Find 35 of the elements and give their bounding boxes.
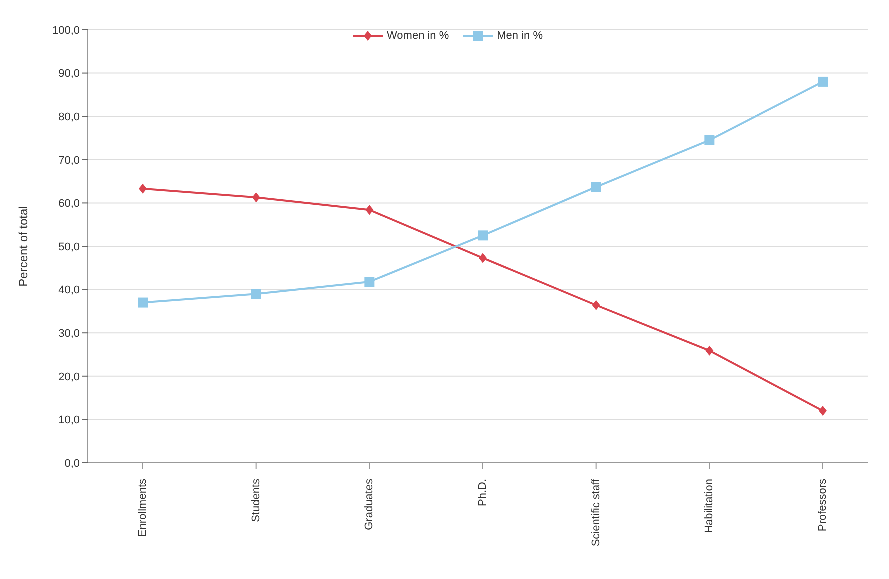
- point: [252, 192, 260, 203]
- x-tick-label: Students: [250, 478, 262, 522]
- point: [366, 205, 374, 216]
- point: [364, 277, 375, 288]
- x-tick-label: Habilitation: [704, 479, 716, 534]
- y-tick-label: 40,0: [58, 284, 80, 297]
- y-tick-label: 60,0: [58, 198, 80, 210]
- legend-label: Women in %: [386, 30, 450, 42]
- point: [704, 135, 715, 146]
- y-tick-label: 30,0: [58, 328, 80, 340]
- y-tick-label: 100,0: [52, 24, 80, 37]
- y-tick-label: 70,0: [58, 154, 80, 167]
- point: [591, 182, 602, 192]
- x-tick-label: Professors: [817, 478, 829, 532]
- y-tick-label: 20,0: [58, 371, 80, 384]
- point: [478, 230, 488, 241]
- point: [138, 298, 148, 308]
- x-tick-label: Ph.D.: [477, 479, 489, 507]
- x-tick-label: Scientific staff: [590, 478, 602, 547]
- point: [139, 184, 147, 194]
- point: [592, 300, 600, 310]
- y-tick-label: 0,0: [64, 458, 80, 470]
- y-axis-title: Percent of total: [16, 206, 30, 287]
- y-tick-label: 80,0: [58, 112, 80, 124]
- point: [706, 346, 714, 356]
- point: [251, 289, 262, 300]
- x-tick-label: Graduates: [364, 478, 376, 530]
- point: [819, 406, 827, 416]
- point: [818, 76, 828, 87]
- point: [479, 253, 487, 264]
- y-tick-label: 50,0: [58, 241, 80, 254]
- legend-label: Men in %: [496, 30, 543, 42]
- y-tick-label: 90,0: [58, 68, 80, 80]
- x-tick-label: Enrollments: [137, 478, 149, 538]
- y-tick-label: 10,0: [58, 414, 80, 427]
